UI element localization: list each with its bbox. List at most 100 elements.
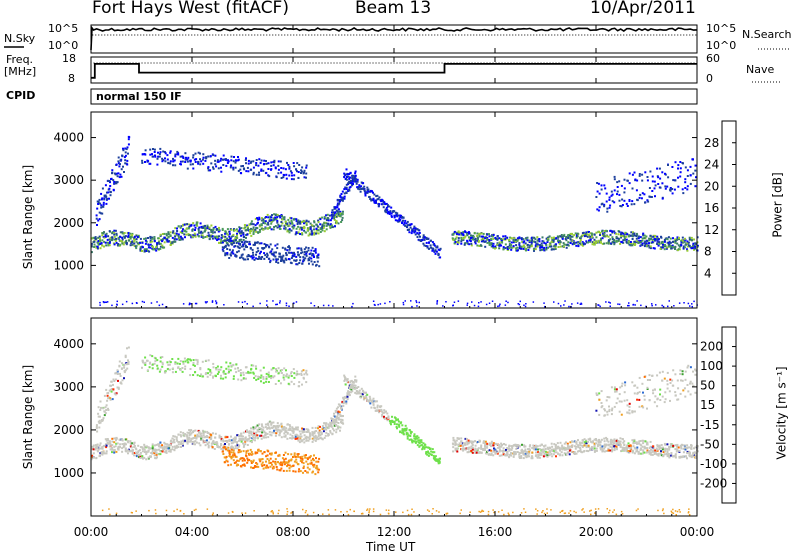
data-cell [225,232,228,235]
ground-scatter-cell [466,302,469,305]
data-cell [349,171,352,174]
data-cell [299,256,302,259]
data-cell [597,443,600,446]
data-cell [211,237,214,240]
data-cell [677,164,680,167]
data-cell [144,161,146,163]
data-cell [534,448,537,451]
data-cell [538,456,541,459]
data-cell [325,222,328,225]
ground-scatter-cell [215,300,217,302]
data-cell [312,254,315,257]
data-cell [458,233,461,236]
data-cell [226,228,229,231]
data-cell [179,235,182,238]
ground-scatter-cell [211,300,214,302]
data-cell [272,425,275,427]
data-cell [230,243,233,246]
data-cell [581,234,584,237]
data-cell [338,413,341,416]
data-cell [254,439,256,442]
data-cell [522,451,525,454]
data-cell [307,234,310,237]
data-cell [145,450,148,453]
data-cell [455,443,458,446]
data-cell [147,237,149,239]
data-cell [131,232,134,235]
data-cell [247,162,250,165]
data-cell [353,180,356,183]
data-cell [452,450,455,453]
data-cell [174,227,177,230]
data-cell [581,451,584,454]
data-cell [419,235,421,238]
data-cell [425,446,428,449]
data-cell [311,437,314,440]
data-cell [108,440,111,443]
data-cell [229,166,232,169]
data-cell [124,154,127,157]
data-cell [113,437,116,440]
data-cell [124,235,127,238]
data-cell [205,435,208,437]
data-cell [540,246,543,249]
data-cell [389,210,392,213]
data-cell [550,236,553,239]
data-cell [174,435,176,438]
data-cell [571,446,573,449]
data-cell [254,243,256,245]
data-cell [127,143,130,146]
data-cell [357,187,360,190]
data-cell [366,393,369,396]
data-cell [238,240,241,243]
data-cell [543,241,546,244]
ground-scatter-cell [662,305,665,308]
data-cell [463,443,466,446]
data-cell [336,199,339,202]
data-cell [684,237,686,240]
data-cell [127,440,130,443]
data-cell [346,176,348,178]
data-cell [329,423,332,426]
data-cell [613,230,616,233]
data-cell [605,242,608,245]
data-cell [681,239,684,242]
data-cell [254,435,257,437]
data-cell [294,233,297,236]
data-cell [626,179,629,182]
data-cell [646,199,649,202]
data-cell [539,246,542,249]
data-cell [169,443,172,446]
data-cell [318,429,321,432]
data-cell [391,420,394,423]
data-cell [528,450,531,453]
data-cell [658,241,661,244]
data-cell [430,450,433,453]
data-cell [393,210,396,213]
data-cell [374,400,377,403]
data-cell [290,465,293,468]
data-cell [331,433,334,436]
data-cell [536,239,539,242]
data-cell [261,458,264,460]
data-cell [96,224,98,226]
data-cell [210,224,213,227]
data-cell [339,200,342,202]
data-cell [178,238,181,241]
ground-scatter-cell [161,303,164,306]
data-cell [297,231,300,234]
data-cell [694,247,697,250]
data-cell [298,228,301,231]
data-cell [305,246,308,249]
data-cell [545,237,548,240]
data-cell [248,223,251,226]
data-cell [675,239,678,241]
data-cell [671,188,674,190]
data-cell [390,212,393,215]
data-cell [339,210,342,213]
data-cell [557,240,560,242]
data-cell [169,151,172,154]
data-cell [136,242,139,245]
data-cell [690,239,693,242]
data-cell [273,159,276,162]
